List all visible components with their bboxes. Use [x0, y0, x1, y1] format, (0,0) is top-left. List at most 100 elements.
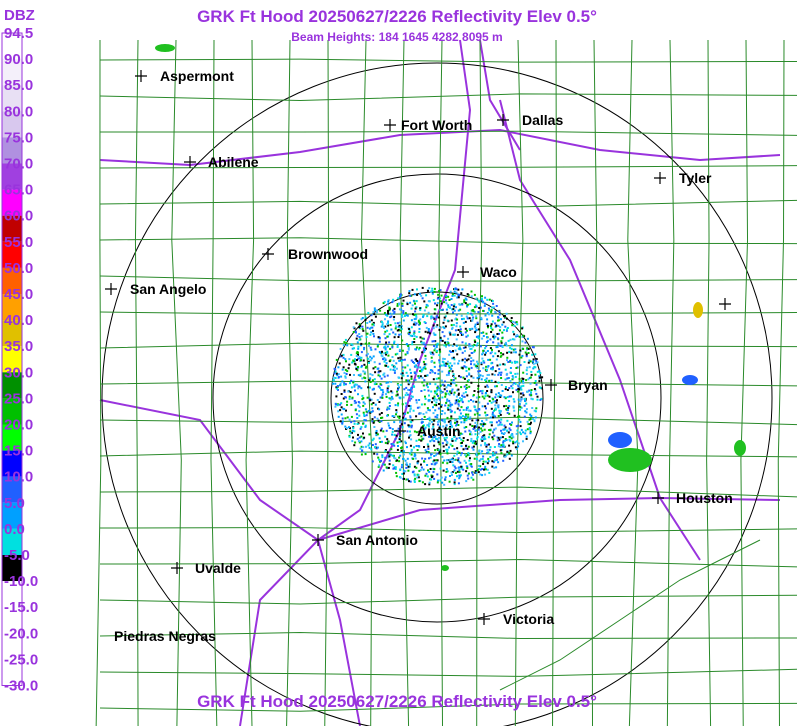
- echo-pixel: [415, 316, 418, 319]
- echo-pixel: [461, 399, 464, 402]
- echo-pixel: [400, 313, 403, 316]
- echo-pixel: [420, 466, 423, 469]
- echo-pixel: [504, 426, 507, 429]
- echo-pixel: [396, 415, 399, 418]
- echo-pixel: [485, 341, 488, 344]
- echo-pixel: [423, 415, 426, 418]
- echo-pixel: [367, 357, 370, 360]
- legend-label: 70.0: [4, 156, 33, 173]
- echo-pixel: [484, 395, 487, 398]
- echo-pixel: [482, 460, 485, 463]
- echo-pixel: [416, 366, 419, 369]
- echo-pixel: [476, 342, 479, 345]
- echo-pixel: [519, 433, 522, 436]
- echo-pixel: [433, 312, 436, 315]
- echo-pixel: [424, 457, 427, 460]
- county-line: [99, 668, 797, 677]
- echo-pixel: [446, 448, 449, 451]
- echo-pixel: [358, 326, 361, 329]
- echo-pixel: [535, 362, 538, 365]
- echo-pixel: [466, 312, 469, 315]
- echo-pixel: [434, 347, 437, 350]
- echo-pixel: [491, 314, 494, 317]
- echo-pixel: [413, 473, 416, 476]
- echo-pixel: [505, 344, 508, 347]
- legend-swatch: [2, 581, 22, 608]
- echo-pixel: [489, 352, 492, 355]
- echo-pixel: [402, 472, 405, 475]
- echo-pixel: [482, 455, 485, 458]
- echo-pixel: [374, 348, 377, 351]
- echo-pixel: [433, 444, 436, 447]
- echo-pixel: [454, 419, 457, 422]
- echo-pixel: [341, 380, 344, 383]
- echo-pixel: [469, 345, 472, 347]
- legend-label: 40.0: [4, 312, 33, 329]
- echo-pixel: [344, 375, 347, 378]
- city-label: San Angelo: [130, 281, 207, 297]
- echo-pixel: [401, 305, 404, 307]
- echo-pixel: [386, 329, 389, 332]
- echo-pixel: [399, 295, 401, 298]
- echo-pixel: [363, 346, 366, 349]
- echo-pixel: [510, 372, 512, 374]
- echo-pixel: [492, 461, 495, 464]
- echo-pixel: [438, 403, 440, 405]
- echo-pixel: [349, 432, 352, 435]
- echo-pixel: [498, 332, 500, 335]
- echo-pixel: [497, 392, 500, 395]
- echo-pixel: [472, 428, 475, 430]
- echo-pixel: [396, 448, 399, 451]
- echo-pixel: [490, 367, 493, 370]
- echo-pixel: [521, 335, 524, 338]
- echo-pixel: [468, 317, 471, 320]
- echo-pixel: [486, 402, 489, 405]
- echo-pixel: [358, 357, 361, 360]
- county-line: [99, 594, 797, 605]
- echo-pixel: [431, 340, 434, 343]
- echo-pixel: [532, 346, 535, 349]
- echo-pixel: [358, 414, 361, 417]
- echo-pixel: [385, 393, 387, 396]
- echo-pixel: [413, 430, 416, 433]
- echo-pixel: [509, 338, 512, 341]
- echo-pixel: [476, 360, 478, 363]
- echo-pixel: [407, 478, 409, 481]
- echo-pixel: [421, 376, 424, 379]
- echo-pixel: [505, 404, 508, 407]
- echo-pixel: [486, 311, 489, 314]
- echo-pixel: [355, 368, 358, 370]
- echo-pixel: [434, 392, 437, 395]
- echo-pixel: [433, 345, 436, 347]
- echo-pixel: [522, 431, 525, 434]
- echo-pixel: [436, 349, 439, 352]
- echo-pixel: [470, 312, 473, 315]
- echo-pixel: [358, 333, 361, 335]
- echo-pixel: [433, 403, 436, 406]
- echo-pixel: [381, 456, 384, 459]
- echo-pixel: [454, 429, 457, 432]
- echo-pixel: [475, 396, 478, 399]
- echo-pixel: [407, 379, 410, 382]
- echo-pixel: [515, 448, 518, 451]
- echo-pixel: [433, 459, 436, 462]
- echo-pixel: [361, 394, 364, 397]
- echo-pixel: [444, 439, 447, 442]
- echo-pixel: [433, 340, 436, 343]
- echo-pixel: [459, 461, 462, 464]
- echo-pixel: [506, 411, 509, 414]
- echo-pixel: [501, 323, 504, 326]
- echo-pixel: [360, 445, 363, 448]
- echo-pixel: [387, 466, 390, 469]
- echo-pixel: [495, 421, 498, 424]
- echo-pixel: [402, 310, 405, 313]
- echo-pixel: [439, 384, 442, 387]
- echo-pixel: [336, 404, 339, 407]
- echo-pixel: [343, 371, 346, 374]
- echo-pixel: [401, 369, 404, 372]
- echo-pixel: [377, 336, 380, 339]
- echo-pixel: [439, 336, 442, 339]
- echo-pixel: [447, 384, 450, 387]
- echo-pixel: [411, 335, 414, 337]
- echo-pixel: [368, 446, 371, 449]
